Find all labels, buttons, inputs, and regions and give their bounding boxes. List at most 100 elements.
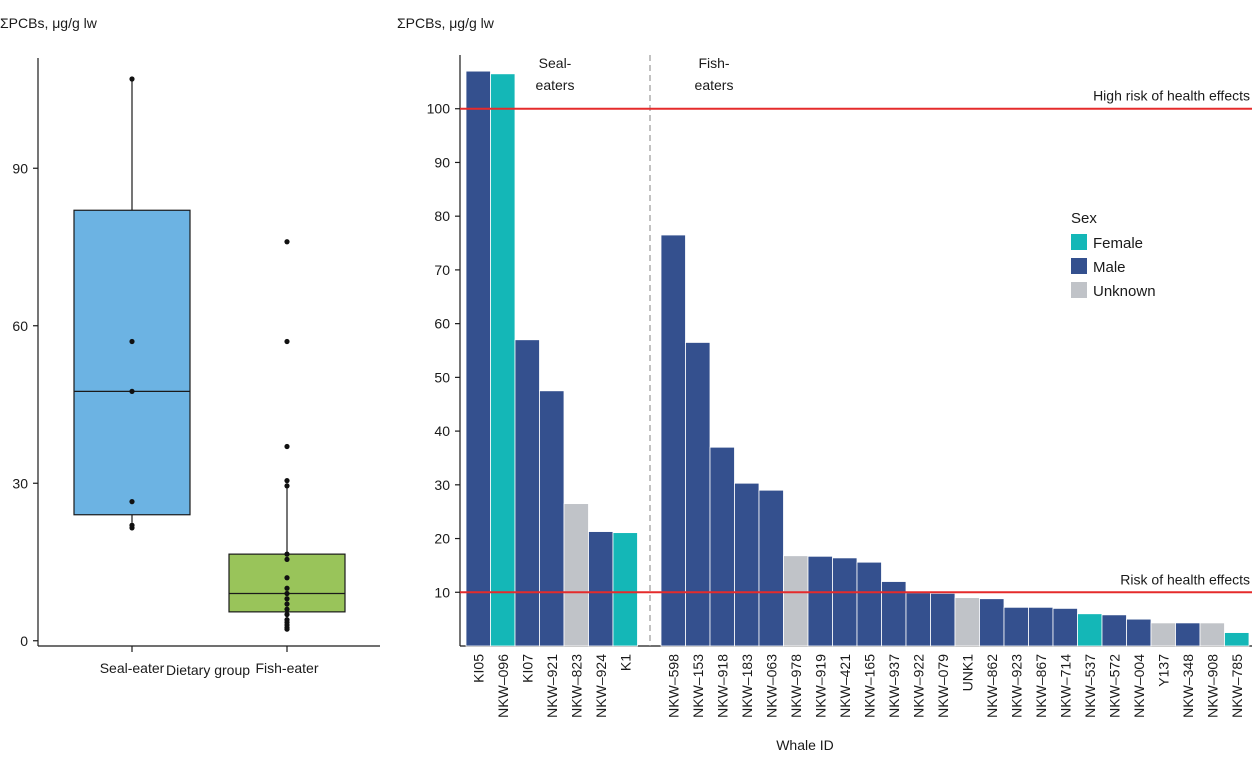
bar-category-label: NKW–908 xyxy=(1204,654,1220,718)
bar xyxy=(881,581,907,647)
boxplot-y-axis-title: ΣPCBs, μg/g lw xyxy=(0,15,98,31)
box-data-point xyxy=(284,338,290,345)
bar-category-label: NKW–919 xyxy=(812,654,828,718)
box-data-point xyxy=(284,239,290,245)
bar xyxy=(490,73,516,647)
bar xyxy=(1150,622,1176,647)
bar-category-label: NKW–572 xyxy=(1106,654,1122,718)
bar xyxy=(1199,622,1225,647)
box-data-point xyxy=(284,606,290,612)
legend-title: Sex xyxy=(1071,210,1097,227)
bar xyxy=(783,555,809,647)
legend-label: Unknown xyxy=(1093,283,1156,300)
bar-category-label: KI07 xyxy=(519,654,535,683)
bar xyxy=(1101,614,1127,647)
boxplot-y-tick-label: 90 xyxy=(12,160,28,176)
legend-swatch xyxy=(1071,234,1087,250)
barchart-y-tick-label: 100 xyxy=(427,101,451,117)
bar-category-label: NKW–004 xyxy=(1131,654,1147,718)
bar xyxy=(734,482,760,647)
barchart-panel: ΣPCBs, μg/g lw Whale ID 10 20 30 40 50 60 70 80… xyxy=(397,15,1252,753)
bar xyxy=(709,446,735,647)
bar xyxy=(612,532,638,647)
bar xyxy=(979,598,1005,647)
group-label: Seal- xyxy=(539,55,572,71)
legend-swatch xyxy=(1071,282,1087,298)
bar-category-label: K1 xyxy=(617,654,633,671)
bar-category-label: NKW–096 xyxy=(495,654,511,718)
bar-category-label: NKW–978 xyxy=(788,654,804,718)
box-data-point xyxy=(284,483,290,489)
bar-category-label: NKW–924 xyxy=(593,654,609,718)
bar xyxy=(1175,622,1201,647)
bar-category-label: UNK1 xyxy=(959,654,975,692)
barchart-y-tick-label: 90 xyxy=(434,154,450,170)
bar-category-label: NKW–785 xyxy=(1229,654,1245,718)
barchart-y-tick-label: 60 xyxy=(434,316,450,332)
barchart-y-tick-label: 40 xyxy=(434,423,450,439)
box-data-point xyxy=(284,585,290,591)
bar-category-label: NKW–153 xyxy=(690,654,706,718)
barchart-y-tick-label: 80 xyxy=(434,208,450,224)
bar-category-label: NKW–421 xyxy=(837,654,853,718)
bar-category-label: NKW–063 xyxy=(763,654,779,718)
group-label: Fish- xyxy=(698,55,729,71)
bar-category-label: NKW–937 xyxy=(886,654,902,718)
boxplot-y-tick-label: 30 xyxy=(12,475,28,491)
bar-category-label: NKW–079 xyxy=(935,654,951,718)
barchart-y-axis-title: ΣPCBs, μg/g lw xyxy=(397,15,495,31)
boxplot-x-axis-title: Dietary group xyxy=(166,662,250,678)
threshold-label: Risk of health effects xyxy=(1120,571,1250,587)
box-data-point xyxy=(129,499,135,505)
group-label: eaters xyxy=(695,77,734,93)
bar-category-label: NKW–823 xyxy=(568,654,584,718)
bar xyxy=(685,342,711,647)
box-data-point xyxy=(284,590,290,597)
bar xyxy=(1028,606,1054,647)
bar xyxy=(465,70,491,647)
group-label: eaters xyxy=(536,77,575,93)
bar xyxy=(856,561,882,647)
bar-category-label: NKW–922 xyxy=(910,654,926,718)
bar xyxy=(539,390,565,647)
bar xyxy=(954,597,980,647)
bar xyxy=(930,592,956,647)
bar xyxy=(807,555,833,647)
bar xyxy=(1003,606,1029,647)
box-data-point xyxy=(284,611,290,618)
barchart-y-tick-label: 20 xyxy=(434,531,450,547)
bar xyxy=(514,339,540,647)
boxplot-y-tick-label: 0 xyxy=(20,633,28,649)
bar-category-label: Y137 xyxy=(1155,654,1171,687)
bar-category-label: NKW–923 xyxy=(1008,654,1024,718)
bar-category-label: NKW–537 xyxy=(1082,654,1098,718)
boxplot-panel: ΣPCBs, μg/g lw Dietary group 0 30 60 90 Seal… xyxy=(0,15,380,678)
box-data-point xyxy=(129,388,135,394)
box-data-point xyxy=(284,626,290,632)
bar-category-label: NKW–183 xyxy=(739,654,755,718)
bar-category-label: NKW–348 xyxy=(1180,654,1196,718)
bar xyxy=(660,234,686,647)
bar xyxy=(758,489,784,647)
box-data-point xyxy=(129,76,135,82)
box-iqr xyxy=(73,209,191,516)
bar-category-label: NKW–921 xyxy=(544,654,560,718)
box-data-point xyxy=(284,596,290,602)
boxplot-category-label: Fish-eater xyxy=(255,660,318,676)
box-data-point xyxy=(284,551,290,557)
barchart-x-axis-title: Whale ID xyxy=(776,737,834,753)
legend-label: Female xyxy=(1093,235,1143,252)
box-data-point xyxy=(129,338,135,345)
barchart-y-tick-label: 70 xyxy=(434,262,450,278)
bar xyxy=(1224,632,1250,647)
legend-swatch xyxy=(1071,258,1087,274)
box-data-point xyxy=(284,478,290,484)
bar xyxy=(563,503,589,647)
barchart-y-tick-label: 50 xyxy=(434,369,450,385)
bar xyxy=(588,531,614,647)
boxplot-category-label: Seal-eater xyxy=(100,660,165,676)
bar-category-label: NKW–867 xyxy=(1033,654,1049,718)
boxplot-y-tick-label: 60 xyxy=(12,318,28,334)
barchart-y-tick-label: 10 xyxy=(434,584,450,600)
